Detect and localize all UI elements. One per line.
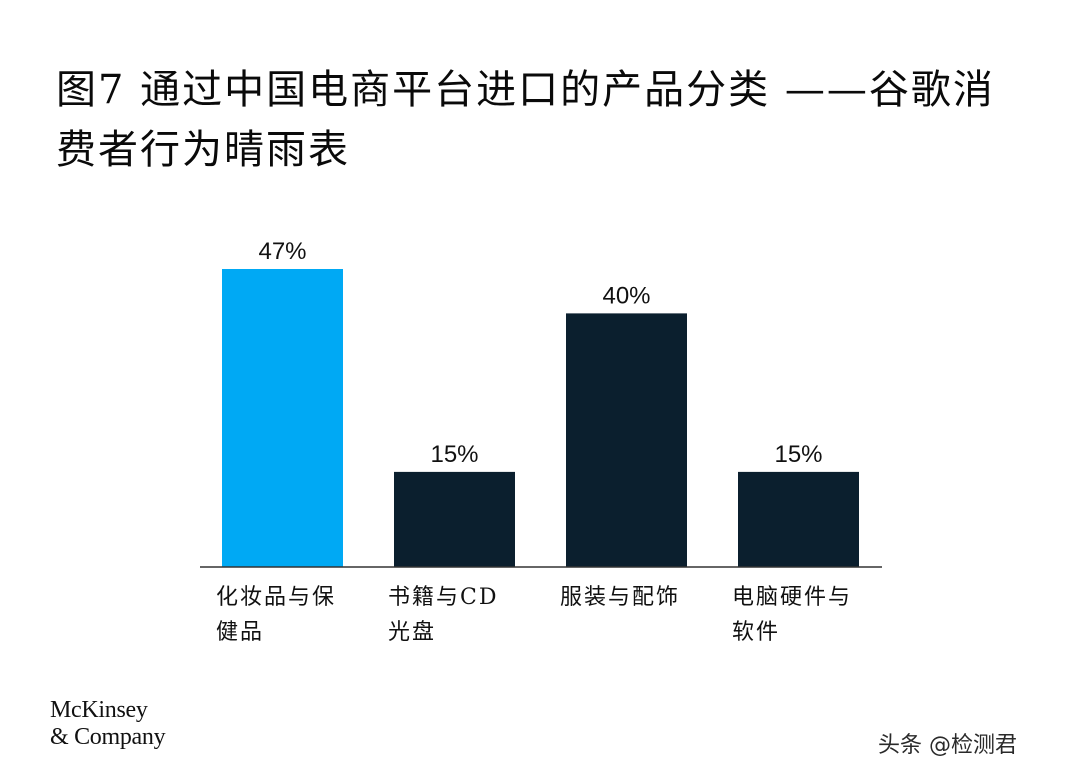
logo-line-1: McKinsey (50, 697, 148, 723)
bar-4 (738, 471, 859, 567)
bar-2 (394, 471, 515, 567)
category-label-4-line-1: 电脑硬件与 (732, 585, 852, 610)
data-label-3: 40% (602, 282, 650, 309)
category-label-2-line-1: 书籍与CD (388, 585, 498, 610)
watermark-text: 头条 @检测君 (878, 733, 1017, 758)
mckinsey-logo: McKinsey & Company (50, 697, 166, 751)
data-label-2: 15% (430, 441, 478, 468)
bar-3 (566, 313, 687, 567)
chart-title: 图7 通过中国电商平台进口的产品分类 ——谷歌消费者行为晴雨表 (56, 67, 995, 173)
category-label-3-line-1: 服装与配饰 (560, 585, 680, 610)
category-label-4-line-2: 软件 (732, 620, 780, 645)
data-label-1: 47% (258, 238, 306, 265)
logo-line-2: & Company (50, 724, 166, 750)
category-label-1-line-2: 健品 (216, 620, 264, 645)
data-label-4: 15% (774, 441, 822, 468)
category-label-1-line-1: 化妆品与保 (216, 585, 336, 610)
bar-1 (222, 269, 343, 567)
category-label-2-line-2: 光盘 (388, 620, 436, 645)
